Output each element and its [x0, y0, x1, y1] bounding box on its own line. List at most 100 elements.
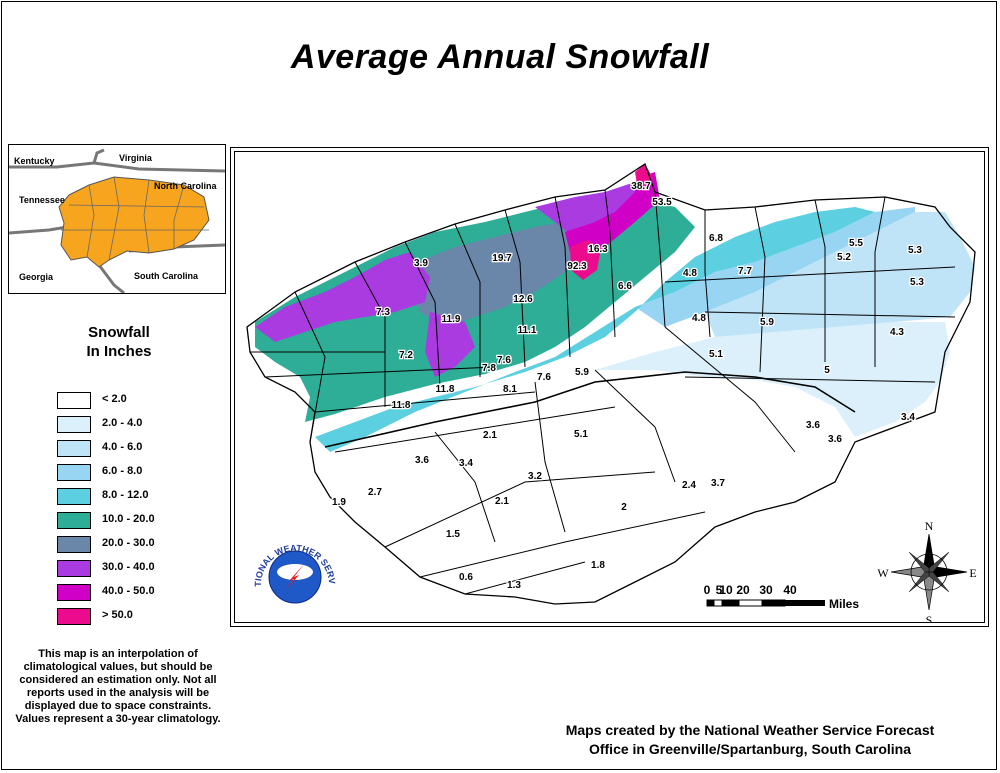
snowfall-value-label: 4.8	[683, 268, 697, 279]
compass-letter-n: N	[925, 519, 934, 533]
snowfall-value-label: 3.6	[806, 420, 820, 431]
snowfall-value-label: 5.1	[574, 429, 588, 440]
snowfall-value-label: 1.3	[507, 580, 521, 591]
region-4-to-6	[705, 212, 975, 337]
snowfall-value-label: 3.6	[828, 434, 842, 445]
legend-swatch	[57, 560, 91, 577]
snowfall-value-label: 5	[824, 365, 830, 376]
credit-line-1: Maps created by the National Weather Ser…	[565, 722, 935, 738]
scale-bar-segment	[785, 600, 825, 606]
scale-bar: 0 510 20 30 40 Miles	[704, 583, 860, 611]
snowfall-value-label: 2	[621, 502, 627, 513]
snowfall-value-label: 7.8	[482, 363, 496, 374]
snowfall-value-label: 7.6	[537, 372, 551, 383]
scale-tick-label: 5	[716, 583, 723, 597]
snowfall-value-label: 7.2	[399, 350, 413, 361]
logo-cloud	[277, 564, 313, 580]
legend-label: 4.0 - 6.0	[102, 441, 143, 453]
legend-swatch	[57, 584, 91, 601]
inset-label-south-carolina: South Carolina	[134, 271, 199, 281]
snowfall-value-label: 92.3	[567, 261, 587, 272]
snowfall-value-label: 2.7	[368, 487, 382, 498]
legend-swatch	[57, 464, 91, 481]
snowfall-value-label: 3.4	[459, 458, 473, 469]
compass-letter-w: W	[877, 566, 889, 580]
legend-title-line1: Snowfall	[88, 324, 150, 341]
snowfall-value-label: 8.1	[503, 384, 517, 395]
compass-letter-s: S	[926, 613, 933, 622]
snowfall-value-label: 4.8	[692, 313, 706, 324]
scale-tick-label: 20	[736, 583, 750, 597]
legend-label: 10.0 - 20.0	[102, 513, 155, 525]
compass-point	[908, 551, 930, 573]
compass-ring	[910, 553, 948, 591]
legend-label: 6.0 - 8.0	[102, 465, 143, 477]
region-30-to-40	[255, 172, 655, 377]
main-map-frame: 38.7 53.5 16.3 92.3 19.7 3.9 6.8 5.5 5.3 5.2 5.3 4.…	[230, 144, 989, 627]
snowfall-value-label: 11.8	[436, 384, 455, 395]
snowfall-value-label: 3.6	[415, 455, 429, 466]
snowfall-value-label: 11.9	[442, 314, 461, 325]
region-over-50	[570, 164, 653, 280]
scale-bar-segment	[713, 599, 723, 607]
snowfall-value-label: 6.6	[618, 281, 632, 292]
logo-bolt	[285, 563, 305, 591]
main-map: 38.7 53.5 16.3 92.3 19.7 3.9 6.8 5.5 5.3 5.2 5.3 4.…	[232, 144, 985, 627]
snowfall-value-label: 12.6	[513, 294, 533, 305]
legend-label: 40.0 - 50.0	[102, 585, 155, 597]
scale-tick-label: 30	[759, 583, 773, 597]
snowfall-value-label: 5.9	[575, 367, 589, 378]
legend-swatch	[57, 440, 91, 457]
legend-swatch	[57, 488, 91, 505]
snowfall-value-label: 1.9	[332, 497, 346, 508]
snowfall-value-label: 38.7	[631, 181, 651, 192]
legend-label: < 2.0	[102, 393, 127, 405]
legend-title: Snowfall In Inches	[64, 323, 174, 361]
snowfall-value-label: 16.3	[588, 244, 608, 255]
inset-label-virginia: Virginia	[119, 153, 153, 163]
disclaimer-text: This map is an interpolation of climatol…	[15, 648, 221, 725]
snowfall-value-label: 3.7	[711, 478, 725, 489]
legend-swatch	[57, 512, 91, 529]
snowfall-value-label: 11.1	[518, 325, 537, 336]
inset-locator-map: Kentucky Virginia Tennessee North Caroli…	[8, 144, 226, 295]
snowfall-value-label: 0.6	[459, 572, 473, 583]
legend-label: > 50.0	[102, 609, 133, 621]
legend-swatch	[57, 536, 91, 553]
legend-swatch	[57, 392, 91, 409]
inset-label-kentucky: Kentucky	[14, 156, 55, 166]
snowfall-value-label: 5.1	[709, 349, 723, 360]
region-6-to-8	[635, 207, 915, 327]
snowfall-value-label: 5.2	[837, 252, 851, 263]
value-labels: 38.753.5 16.392.3 19.7 3.9 6.8 5.5 5.3 5.2 5.3 4.…	[331, 180, 926, 593]
snowfall-value-label: 5.3	[910, 277, 924, 288]
region-20-to-30	[405, 222, 585, 327]
snowfall-value-label: 2.1	[483, 430, 497, 441]
region-8-to-12	[315, 207, 875, 452]
snowfall-value-label: 4.3	[890, 327, 904, 338]
inset-border-tn-ga	[8, 225, 68, 235]
legend-label: 2.0 - 4.0	[102, 417, 143, 429]
snowfall-value-label: 2.1	[495, 496, 509, 507]
map-title: Average Annual Snowfall	[290, 38, 710, 76]
legend-swatch	[57, 416, 91, 433]
credit-text: Maps created by the National Weather Ser…	[520, 721, 980, 759]
credit-line-2: Office in Greenville/Spartanburg, South …	[588, 741, 912, 757]
snowfall-value-label: 2.4	[682, 480, 696, 491]
snowfall-value-label: 1.5	[446, 529, 460, 540]
legend-swatch	[57, 608, 91, 625]
legend-label: 8.0 - 12.0	[102, 489, 149, 501]
compass-rose-icon: N S E W	[877, 519, 976, 627]
snowfall-value-label: 7.6	[497, 355, 511, 366]
snowfall-value-label: 3.2	[528, 471, 542, 482]
scale-tick-label: 0	[704, 583, 711, 597]
snowfall-value-label: 6.8	[709, 233, 723, 244]
scale-tick-label: 40	[783, 583, 797, 597]
snowfall-value-label: 5.3	[908, 245, 922, 256]
snowfall-value-label: 3.9	[414, 258, 428, 269]
scale-bar-segment	[706, 599, 715, 607]
inset-county-lines	[61, 176, 209, 261]
inset-label-north-carolina: North Carolina	[154, 181, 217, 191]
scale-bar-segment	[738, 599, 763, 607]
